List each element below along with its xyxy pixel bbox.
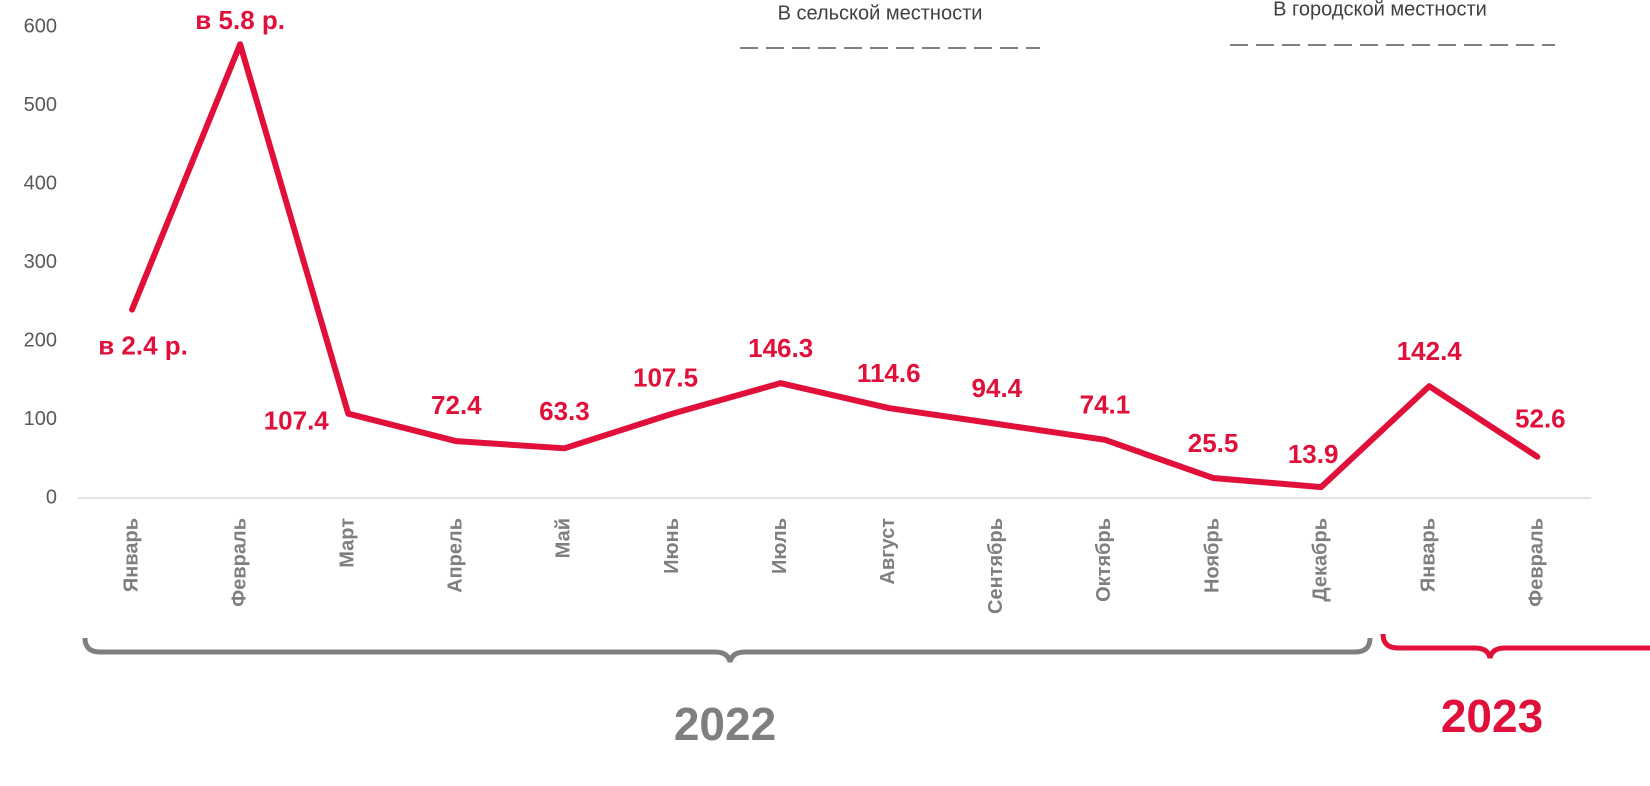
line xyxy=(129,41,1541,491)
value-label: 114.6 xyxy=(857,358,921,388)
x-tick-label: Ноябрь xyxy=(1201,518,1223,593)
value-label: 74.1 xyxy=(1080,390,1131,420)
value-label: 107.4 xyxy=(264,406,330,436)
x-tick-label: Октябрь xyxy=(1093,518,1115,602)
value-label: 146.3 xyxy=(748,333,813,363)
y-tick-label: 600 xyxy=(24,15,57,37)
y-tick-label: 300 xyxy=(24,251,57,273)
value-label: 63.3 xyxy=(539,396,590,426)
group-label: 2022 xyxy=(674,698,776,750)
y-tick-label: 0 xyxy=(46,486,57,508)
legend-label: В сельской местности xyxy=(778,2,983,24)
x-tick-label: Август xyxy=(877,518,899,585)
value-label: 72.4 xyxy=(431,390,482,420)
y-tick-label: 500 xyxy=(24,94,57,116)
group-label: 2023 xyxy=(1441,690,1543,742)
value-label: 94.4 xyxy=(972,373,1023,403)
x-tick-label: Июнь xyxy=(661,518,683,574)
value-label: 52.6 xyxy=(1515,404,1566,434)
value-label: 25.5 xyxy=(1188,428,1239,458)
legend-label: В городской местности xyxy=(1273,0,1487,20)
y-tick-label: 100 xyxy=(24,408,57,430)
value-label: 142.4 xyxy=(1397,336,1463,366)
value-label: 107.5 xyxy=(633,362,698,392)
y-tick-label: 200 xyxy=(24,329,57,351)
x-tick-label: Сентябрь xyxy=(985,518,1007,614)
x-tick-label: Март xyxy=(337,518,359,568)
x-tick-label: Июль xyxy=(769,518,791,574)
x-tick-label: Январь xyxy=(1418,518,1440,592)
x-tick-label: Февраль xyxy=(228,518,250,607)
x-tick-label: Май xyxy=(553,518,575,558)
value-label: 13.9 xyxy=(1288,439,1339,469)
x-tick-label: Декабрь xyxy=(1309,518,1331,602)
annotation: в 5.8 р. xyxy=(195,5,285,35)
annotation: в 2.4 р. xyxy=(98,330,188,360)
x-tick-label: Январь xyxy=(120,518,142,592)
x-tick-label: Апрель xyxy=(445,518,467,593)
brace xyxy=(1380,633,1650,659)
brace xyxy=(82,637,1373,663)
x-tick-label: Февраль xyxy=(1526,518,1548,607)
y-tick-label: 400 xyxy=(24,172,57,194)
